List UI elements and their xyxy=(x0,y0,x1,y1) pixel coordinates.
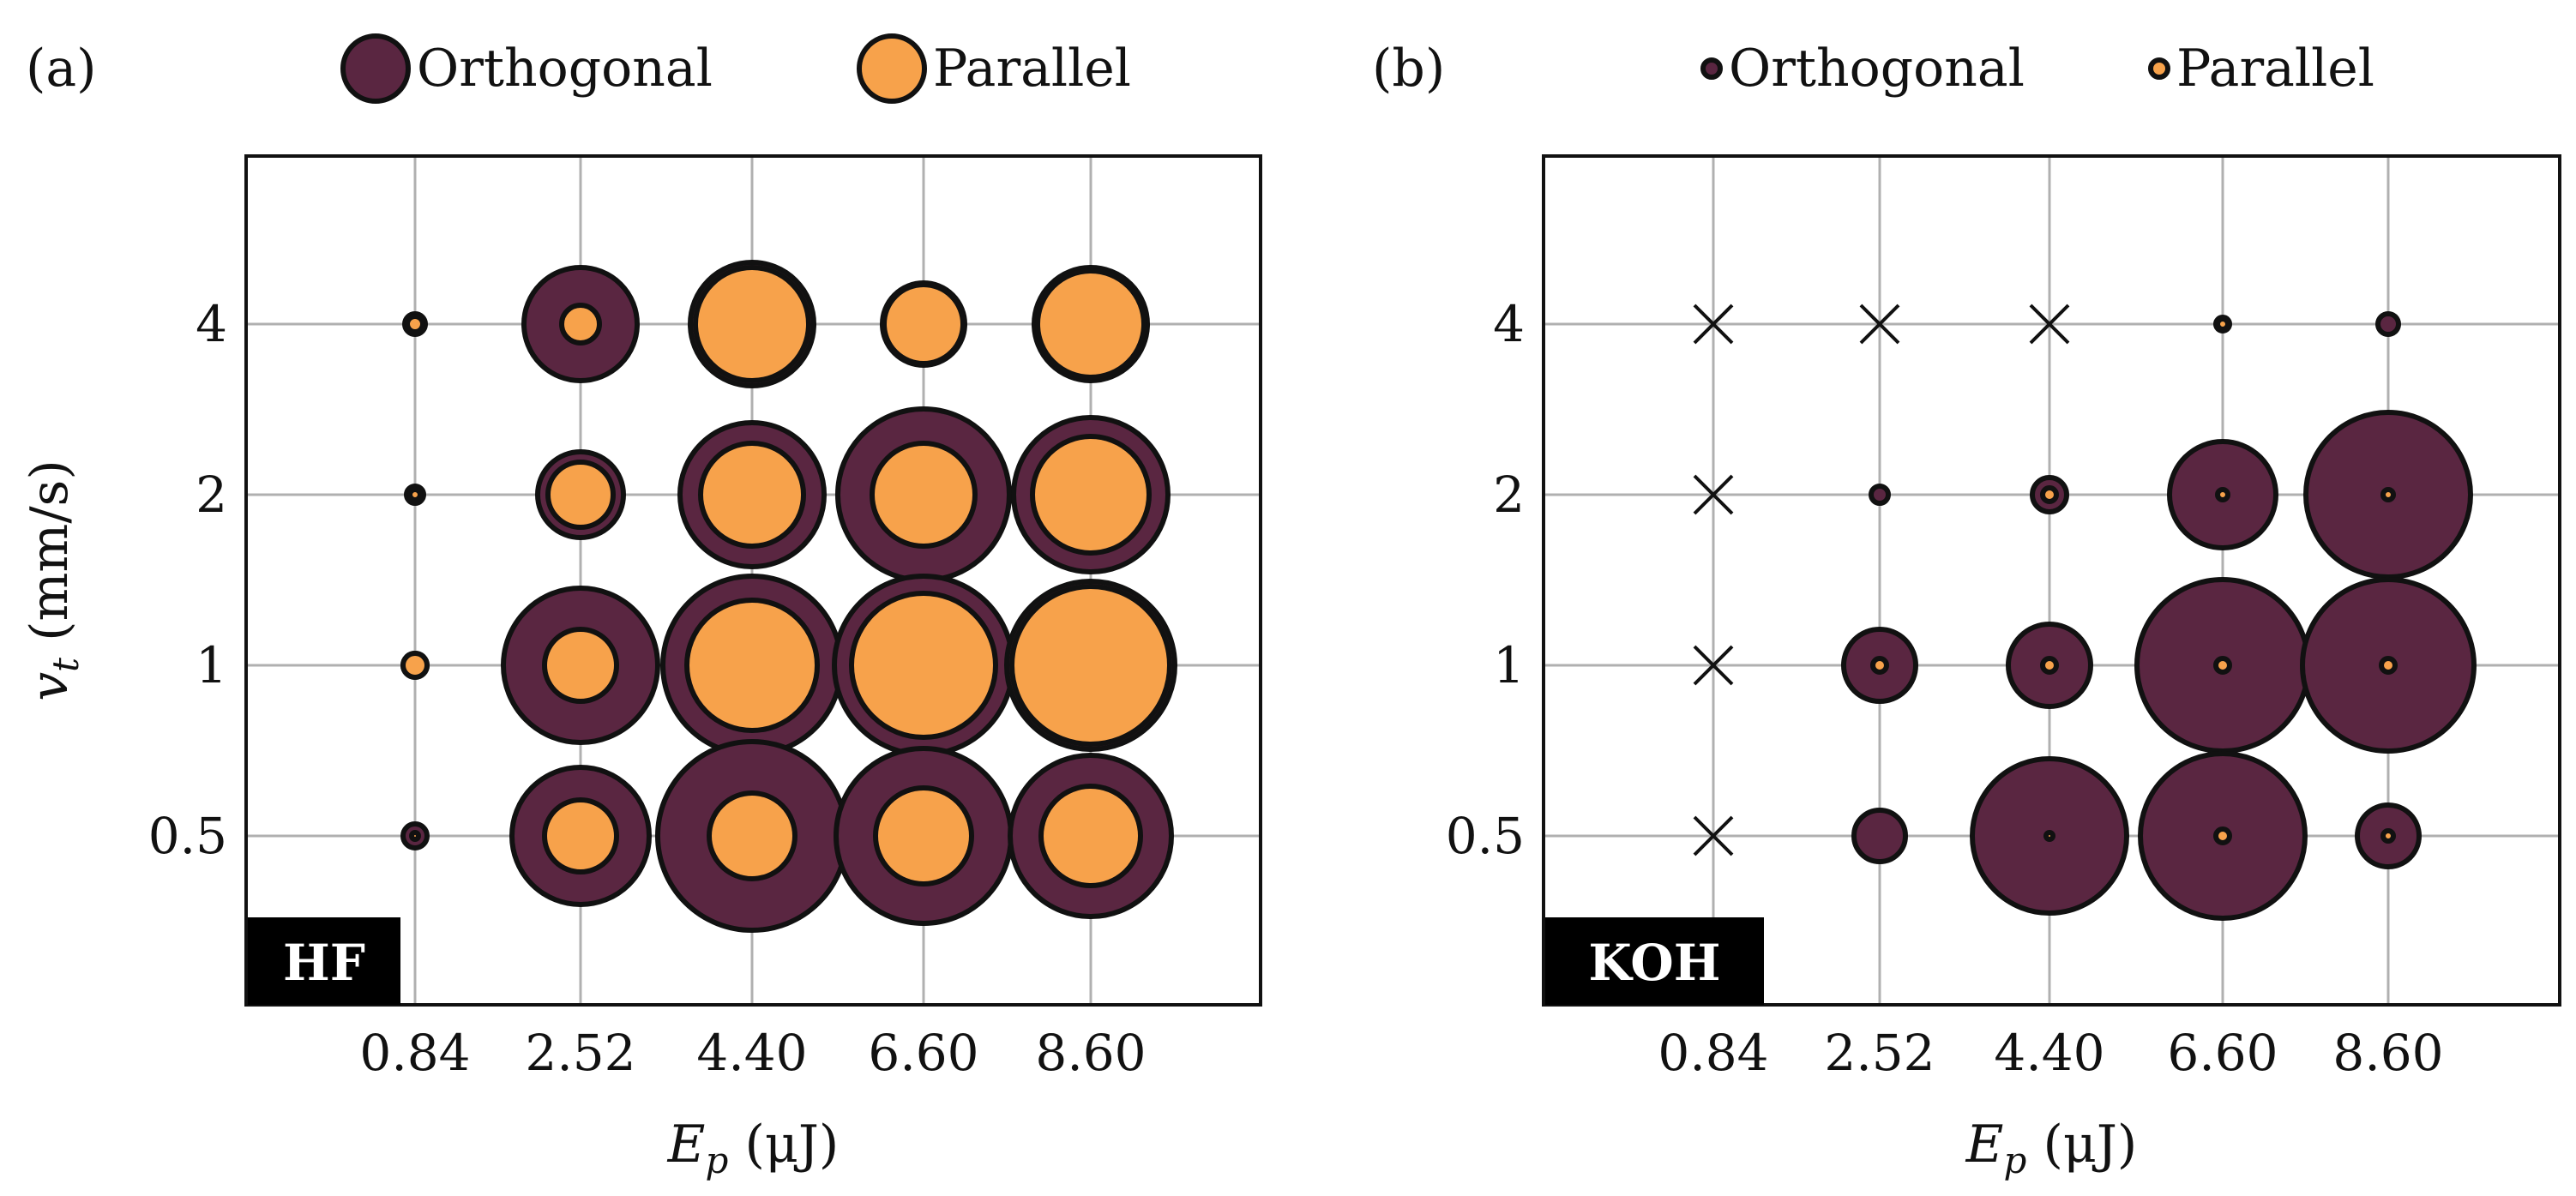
bubble-parallel xyxy=(1030,434,1152,556)
no-data-cross-mark xyxy=(1693,474,1734,515)
x-axis-label-text: Ep (μJ) xyxy=(667,1115,840,1181)
plot-frame xyxy=(1542,154,2561,1007)
x-tick-label: 8.60 xyxy=(2332,1024,2443,1082)
data-marks xyxy=(1693,304,2477,921)
legend-orthogonal-label: Orthogonal xyxy=(1729,39,2025,99)
panel-label: (b) xyxy=(1372,39,1445,99)
bubble-parallel xyxy=(559,303,602,346)
x-axis-label: Ep (μJ) xyxy=(1965,1115,2138,1181)
y-tick-label: 2 xyxy=(196,466,227,524)
badge-background xyxy=(248,917,400,1005)
bubble-parallel xyxy=(407,487,423,502)
cross-stroke xyxy=(1693,304,1734,345)
legend-parallel-marker xyxy=(2148,57,2170,80)
panel-label: (a) xyxy=(26,39,97,99)
y-tick-label: 1 xyxy=(1493,636,1525,694)
bubble-parallel xyxy=(545,460,616,530)
bubble-parallel xyxy=(693,265,811,383)
bubble-parallel xyxy=(409,830,421,842)
no-data-cross-mark xyxy=(1693,304,1734,345)
y-tick-label: 0.5 xyxy=(148,807,227,865)
x-axis-label-text: Ep (μJ) xyxy=(1965,1115,2138,1181)
x-tick-label: 4.40 xyxy=(696,1024,807,1082)
bubble-parallel xyxy=(405,314,425,334)
x-tick-label: 0.84 xyxy=(359,1024,470,1082)
data-marks xyxy=(400,260,1177,933)
bubble-parallel xyxy=(684,598,820,733)
bubble-parallel xyxy=(2380,487,2396,502)
x-tick-label: 2.52 xyxy=(525,1024,635,1082)
bubble-parallel xyxy=(2379,656,2398,675)
legend: Orthogonal Parallel xyxy=(340,33,1131,104)
bubble-parallel xyxy=(2380,828,2396,844)
x-tick-label: 8.60 xyxy=(1035,1024,1146,1082)
badge-background xyxy=(1545,917,1764,1005)
y-tick-label: 4 xyxy=(1493,295,1525,353)
bubble-orthogonal xyxy=(1869,484,1891,506)
x-tick-label: 0.84 xyxy=(1658,1024,1768,1082)
solution-badge: HF xyxy=(248,917,400,1005)
chart-panel-b: (b) Orthogonal Parallel KOH 0.84 2.52 4.40 6.60… xyxy=(1372,39,2561,1181)
y-axis-label-text: vt (mm/s) xyxy=(20,460,87,700)
legend-orthogonal-marker xyxy=(1700,57,1723,80)
no-data-cross-mark xyxy=(1693,645,1734,686)
legend-parallel-label: Parallel xyxy=(2176,39,2374,99)
bubble-parallel xyxy=(1009,584,1172,747)
x-tick-label: 4.40 xyxy=(1994,1024,2104,1082)
bubble-parallel xyxy=(2040,485,2059,504)
bubble-parallel xyxy=(2040,656,2059,675)
y-axis-label: vt (mm/s) xyxy=(20,460,87,700)
bubble-parallel xyxy=(2215,487,2230,502)
bubble-orthogonal xyxy=(1851,808,1908,864)
bubble-parallel xyxy=(2213,826,2232,845)
cross-stroke xyxy=(1693,815,1734,856)
x-axis-label: Ep (μJ) xyxy=(667,1115,840,1181)
bubble-parallel xyxy=(882,282,966,366)
bubble-parallel xyxy=(2043,830,2055,842)
x-tick-label: 2.52 xyxy=(1824,1024,1935,1082)
y-tick-label: 2 xyxy=(1493,466,1525,524)
chart-panel-a: (a) Orthogonal Parallel HF 0.84 2.52 4.40 6.60 8… xyxy=(20,33,1262,1181)
y-tick-label: 4 xyxy=(196,295,227,353)
bubble-parallel xyxy=(1035,268,1147,380)
bubble-parallel xyxy=(542,627,619,704)
bubble-parallel xyxy=(870,441,978,549)
cross-stroke xyxy=(1859,304,1900,345)
x-tick-label: 6.60 xyxy=(868,1024,978,1082)
bubble-parallel xyxy=(849,591,998,740)
y-tick-label: 0.5 xyxy=(1446,807,1525,865)
bubble-parallel xyxy=(707,790,797,881)
solution-badge: KOH xyxy=(1545,917,1764,1005)
cross-stroke xyxy=(2029,304,2070,345)
bubble-parallel xyxy=(400,651,430,680)
badge-label: KOH xyxy=(1588,934,1720,992)
bubble-parallel xyxy=(542,797,619,874)
no-data-cross-mark xyxy=(1693,815,1734,856)
badge-label: HF xyxy=(283,934,365,992)
plot-frame xyxy=(244,154,1262,1007)
legend-parallel-label: Parallel xyxy=(933,39,1131,99)
bubble-orthogonal xyxy=(2375,311,2401,337)
no-data-cross-mark xyxy=(2029,304,2070,345)
y-tick-label: 1 xyxy=(196,636,227,694)
x-tick-label: 6.60 xyxy=(2167,1024,2278,1082)
no-data-cross-mark xyxy=(1859,304,1900,345)
legend-parallel-marker xyxy=(857,33,927,104)
bubble-parallel xyxy=(1870,656,1889,675)
bubble-parallel xyxy=(2215,316,2230,332)
bubble-parallel xyxy=(873,785,974,886)
legend-orthogonal-marker xyxy=(340,33,411,104)
cross-stroke xyxy=(1693,645,1734,686)
cross-stroke xyxy=(1693,474,1734,515)
legend: Orthogonal Parallel xyxy=(1700,39,2374,99)
bubble-parallel xyxy=(698,441,806,549)
bubble-parallel xyxy=(2213,656,2232,675)
bubble-parallel xyxy=(1038,784,1143,888)
legend-orthogonal-label: Orthogonal xyxy=(417,39,713,99)
